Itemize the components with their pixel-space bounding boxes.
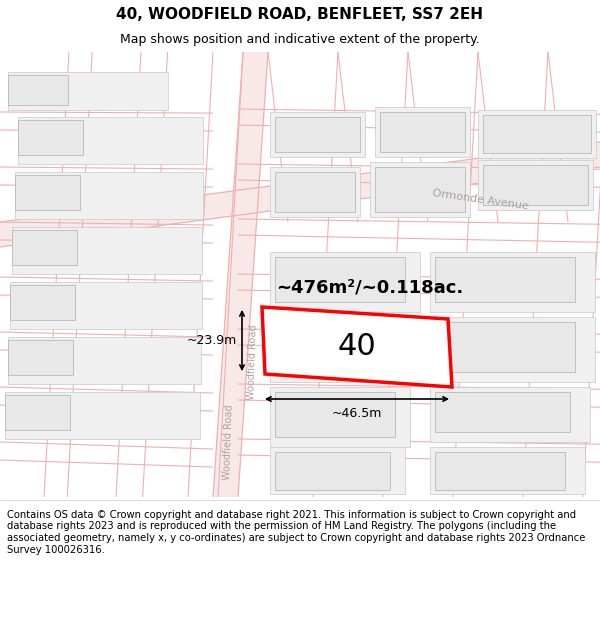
Bar: [18, 120, 83, 155]
Bar: [8, 75, 68, 105]
Bar: [483, 165, 588, 205]
Bar: [435, 452, 565, 490]
Bar: [275, 392, 395, 437]
Polygon shape: [0, 142, 600, 247]
Bar: [275, 257, 405, 302]
Text: Woodfield Road: Woodfield Road: [221, 404, 235, 480]
Bar: [12, 230, 77, 265]
Bar: [18, 117, 203, 164]
Bar: [8, 72, 168, 110]
Bar: [8, 340, 73, 375]
Text: ~46.5m: ~46.5m: [332, 407, 382, 420]
Bar: [270, 167, 360, 217]
Text: Ormonde Avenue: Ormonde Avenue: [431, 188, 529, 212]
Bar: [483, 115, 591, 153]
Text: Contains OS data © Crown copyright and database right 2021. This information is : Contains OS data © Crown copyright and d…: [7, 510, 586, 554]
Bar: [380, 112, 465, 152]
Bar: [8, 337, 201, 384]
Bar: [275, 172, 355, 212]
Bar: [370, 162, 470, 217]
Bar: [270, 387, 410, 447]
Polygon shape: [262, 307, 452, 387]
Text: Woodfield Road: Woodfield Road: [245, 324, 259, 400]
Polygon shape: [213, 52, 268, 497]
Bar: [275, 117, 360, 152]
Bar: [478, 110, 596, 158]
Text: ~23.9m: ~23.9m: [187, 334, 237, 347]
Bar: [270, 317, 415, 382]
Bar: [15, 172, 203, 219]
Bar: [375, 107, 470, 157]
Bar: [10, 282, 202, 329]
Text: 40, WOODFIELD ROAD, BENFLEET, SS7 2EH: 40, WOODFIELD ROAD, BENFLEET, SS7 2EH: [116, 7, 484, 22]
Bar: [5, 395, 70, 430]
Bar: [275, 452, 390, 490]
Bar: [430, 387, 590, 442]
Bar: [270, 252, 420, 312]
Bar: [275, 322, 400, 372]
Bar: [375, 167, 465, 212]
Text: ~476m²/~0.118ac.: ~476m²/~0.118ac.: [277, 278, 464, 296]
Bar: [10, 285, 75, 320]
Bar: [430, 447, 585, 494]
Text: Map shows position and indicative extent of the property.: Map shows position and indicative extent…: [120, 32, 480, 46]
Bar: [430, 317, 595, 382]
Bar: [435, 257, 575, 302]
Bar: [478, 160, 593, 210]
Bar: [435, 322, 575, 372]
Bar: [430, 252, 595, 312]
Bar: [435, 392, 570, 432]
Bar: [270, 112, 365, 157]
Bar: [5, 392, 200, 439]
Bar: [270, 447, 405, 494]
Bar: [12, 227, 202, 274]
Bar: [15, 175, 80, 210]
Text: 40: 40: [337, 332, 376, 361]
